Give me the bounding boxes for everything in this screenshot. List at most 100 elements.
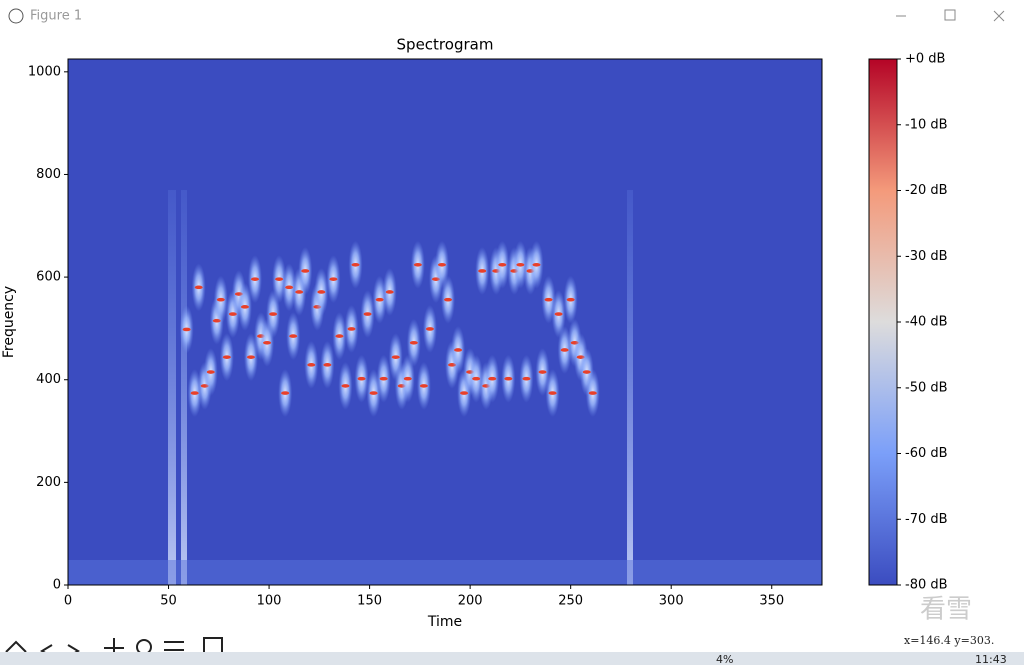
tone	[410, 240, 425, 289]
zoom-button[interactable]	[136, 639, 152, 655]
tone	[344, 304, 359, 353]
tone	[286, 312, 301, 361]
tone	[551, 290, 566, 339]
tone	[434, 240, 449, 289]
tone	[298, 246, 313, 295]
tone-peak	[222, 355, 231, 359]
tone-peak	[289, 334, 298, 338]
tone	[376, 354, 391, 403]
tone-peak	[369, 391, 378, 395]
y-tick-label: 800	[36, 167, 61, 182]
tone	[247, 255, 262, 304]
tone-peak	[403, 376, 412, 381]
tone-peak	[295, 290, 304, 294]
tone	[338, 361, 353, 410]
tone	[400, 354, 415, 403]
colorbar-tick-label: -30 dB	[905, 249, 948, 264]
tone-peak	[269, 312, 278, 316]
tone	[243, 333, 258, 382]
title-bar	[0, 0, 1024, 32]
figure: Spectrogram Time Frequency 0 50 100 150 200 250 3…	[1, 36, 948, 631]
y-tick-label: 200	[36, 475, 61, 490]
tone	[585, 369, 600, 418]
tone	[422, 304, 437, 353]
tone	[382, 267, 397, 316]
battery: 4%	[716, 653, 733, 665]
colorbar-tick-label: -60 dB	[905, 446, 948, 461]
home-button[interactable]	[5, 640, 27, 653]
tone	[451, 325, 466, 374]
tone-peak	[409, 340, 418, 345]
tone	[266, 290, 281, 339]
tone-peak	[454, 348, 463, 352]
tone-peak	[317, 290, 326, 294]
tone	[441, 275, 456, 324]
tone	[203, 348, 218, 397]
tone-peak	[363, 312, 372, 316]
tone-peak	[437, 262, 446, 267]
tone-peak	[391, 355, 400, 359]
transient	[627, 190, 633, 585]
tone-peak	[516, 262, 525, 267]
tone	[219, 333, 234, 382]
tone-peak	[554, 312, 563, 316]
tone	[535, 348, 550, 397]
tone-peak	[246, 355, 255, 359]
tone	[475, 246, 490, 295]
tone-peak	[498, 262, 507, 267]
colorbar-tick-label: -40 dB	[905, 315, 948, 330]
plot-background	[68, 59, 822, 585]
tone-peak	[425, 327, 434, 331]
tone-peak	[307, 363, 316, 367]
watermark: 看雪	[920, 595, 972, 625]
noise-floor	[68, 560, 822, 585]
tone	[501, 354, 516, 403]
tone	[545, 369, 560, 418]
tone-peak	[190, 391, 199, 395]
maximize-button[interactable]	[944, 9, 956, 21]
tone-peak	[281, 391, 290, 395]
x-tick-label: 0	[64, 594, 72, 609]
tone-peak	[385, 290, 394, 294]
tone-peak	[566, 297, 575, 302]
tone	[179, 305, 194, 354]
tone-peak	[347, 327, 356, 331]
x-tick-label: 250	[558, 594, 583, 609]
colorbar-tick-label: -50 dB	[905, 380, 948, 395]
y-tick-label: 600	[36, 270, 61, 285]
tone-peak	[194, 285, 203, 290]
colorbar-tick-label: -80 dB	[905, 578, 948, 593]
tone	[348, 240, 363, 289]
tone	[563, 275, 578, 324]
app-icon	[8, 8, 24, 24]
x-tick-label: 100	[257, 594, 282, 609]
tone	[326, 255, 341, 304]
transient	[168, 190, 176, 585]
x-tick-label: 200	[458, 594, 483, 609]
tone	[495, 240, 510, 289]
tone	[237, 282, 252, 331]
tone-peak	[488, 376, 497, 381]
x-tick-label: 150	[357, 594, 382, 609]
configure-button[interactable]	[164, 641, 184, 651]
tone-peak	[323, 363, 332, 367]
close-button[interactable]	[993, 10, 1005, 22]
tone-peak	[301, 269, 310, 273]
colorbar	[868, 58, 898, 586]
tone	[360, 290, 375, 339]
tone-peak	[263, 340, 272, 345]
tone	[213, 275, 228, 324]
y-tick-label: 0	[53, 578, 61, 593]
tone-peak	[478, 269, 487, 273]
x-tick-label: 350	[759, 594, 784, 609]
taskbar	[0, 652, 1024, 665]
tone-peak	[275, 277, 284, 281]
tone-peak	[472, 376, 481, 381]
tone-peak	[504, 376, 513, 381]
y-tick-label: 1000	[28, 64, 61, 79]
tone	[332, 312, 347, 361]
tone-peak	[341, 384, 350, 388]
x-tick-label: 300	[659, 594, 684, 609]
tone-peak	[351, 262, 360, 267]
tone	[354, 354, 369, 403]
